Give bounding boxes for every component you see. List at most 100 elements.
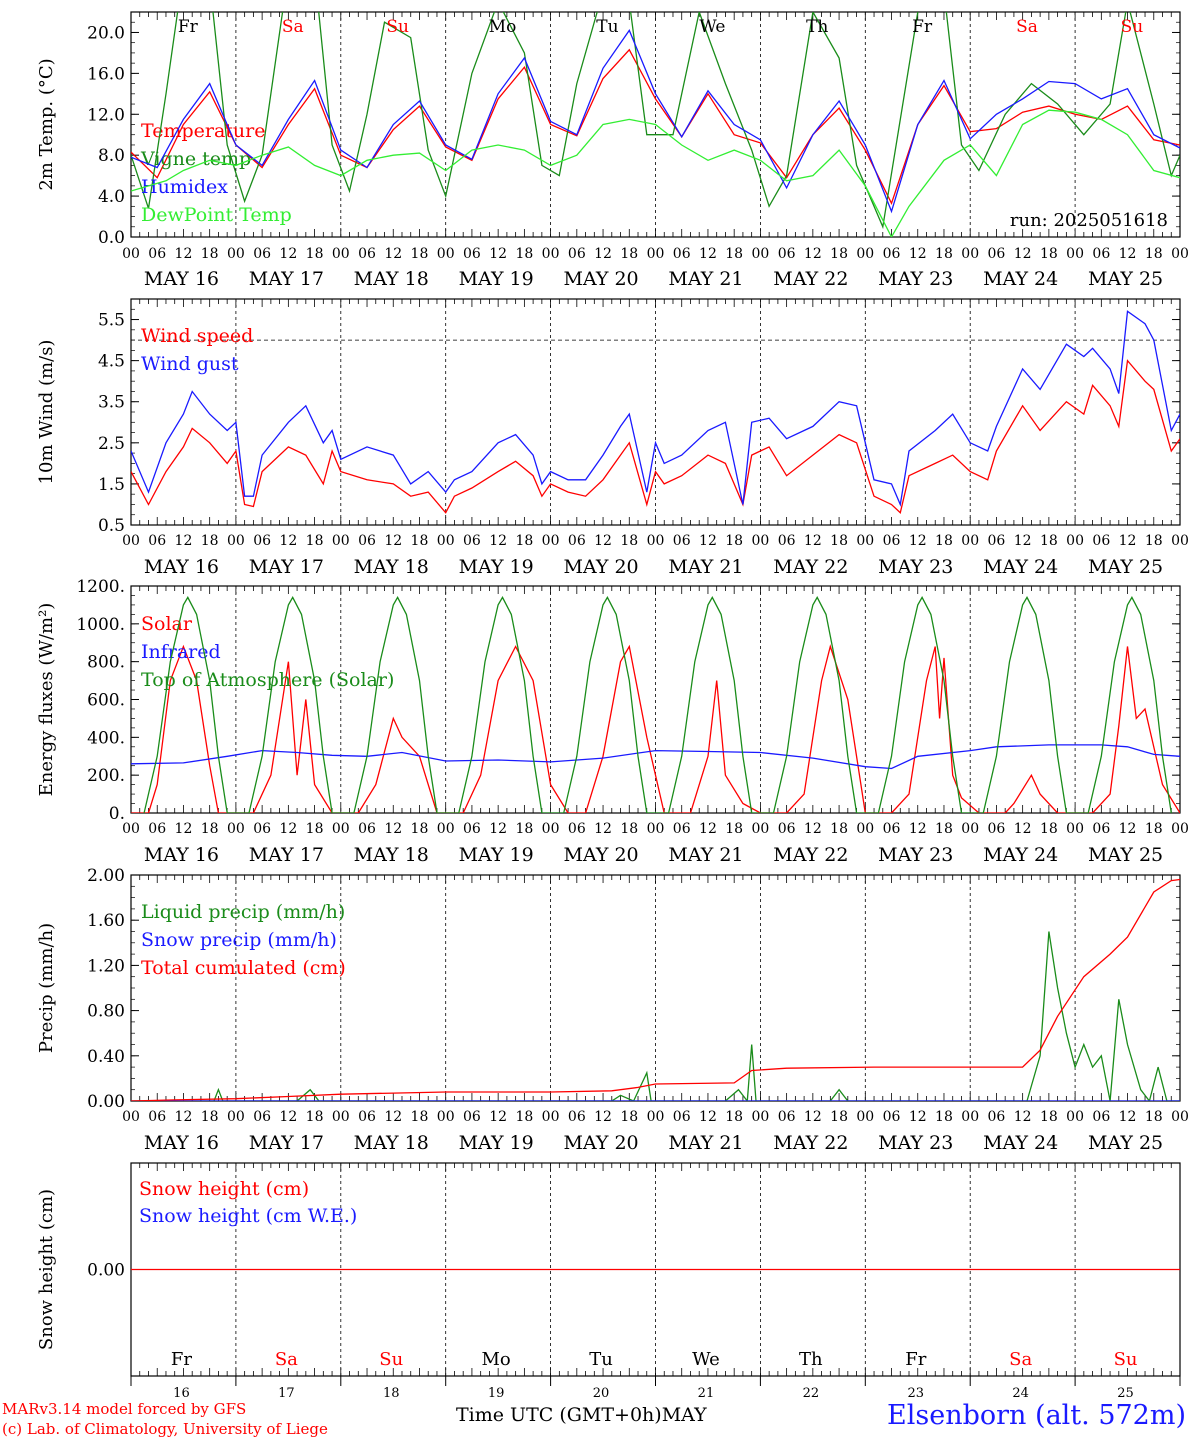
hour-tick-label: 06: [463, 821, 481, 837]
hour-tick-label: 00: [227, 246, 245, 262]
hour-tick-label: 06: [253, 1109, 271, 1125]
day-number-label: 23: [907, 1386, 924, 1401]
hour-tick-label: 00: [1066, 246, 1084, 262]
date-label: MAY 17: [249, 556, 324, 578]
hour-tick-label: 00: [332, 246, 350, 262]
hour-tick-label: 12: [699, 821, 717, 837]
y-tick-label: 16.0: [87, 64, 125, 84]
hour-tick-label: 00: [1171, 821, 1189, 837]
hour-tick-label: 06: [358, 821, 376, 837]
hour-tick-label: 00: [751, 1109, 769, 1125]
hour-tick-label: 18: [1040, 533, 1058, 549]
hour-tick-label: 00: [542, 533, 560, 549]
y-tick-label: 0.: [109, 804, 125, 824]
series-line-solar: [131, 644, 1180, 813]
hour-tick-label: 12: [489, 246, 507, 262]
weekday-label: Th: [806, 17, 828, 37]
hour-tick-label: 18: [306, 1109, 324, 1125]
legend-entry: Temperature: [141, 120, 265, 142]
hour-tick-label: 00: [332, 533, 350, 549]
hour-tick-label: 12: [1014, 246, 1032, 262]
y-axis-label: 2m Temp. (°C): [36, 58, 57, 190]
hour-tick-label: 06: [778, 1109, 796, 1125]
hour-tick-label: 18: [620, 1109, 638, 1125]
weekday-label: Su: [379, 1349, 403, 1370]
legend-entry: Total cumulated (cm): [141, 957, 346, 979]
hour-tick-label: 18: [620, 821, 638, 837]
weekday-label: Sa: [1009, 1349, 1032, 1370]
date-label: MAY 19: [459, 844, 534, 866]
y-tick-label: 2.00: [87, 866, 125, 886]
hour-tick-label: 00: [227, 1109, 245, 1125]
date-label: MAY 25: [1088, 556, 1163, 578]
hour-tick-label: 12: [489, 533, 507, 549]
date-label: MAY 16: [144, 1132, 219, 1154]
legend-entry: Snow precip (mm/h): [141, 929, 337, 951]
panel-4: 0.00 0.40 0.80 1.20 1.60 2.00 Precip (mm/h) Liq…: [36, 866, 1189, 1154]
hour-tick-label: 06: [358, 533, 376, 549]
hour-tick-label: 18: [935, 533, 953, 549]
date-label: MAY 25: [1088, 268, 1163, 290]
hour-tick-label: 12: [384, 821, 402, 837]
date-label: MAY 16: [144, 268, 219, 290]
hour-tick-label: 00: [437, 1109, 455, 1125]
hour-tick-label: 06: [778, 533, 796, 549]
y-tick-label: 0.5: [98, 516, 125, 536]
hour-tick-label: 06: [568, 246, 586, 262]
hour-tick-label: 00: [542, 821, 560, 837]
hour-tick-label: 18: [935, 1109, 953, 1125]
day-number-label: 17: [278, 1386, 295, 1401]
hour-tick-label: 00: [856, 246, 874, 262]
date-label: MAY 18: [354, 1132, 429, 1154]
hour-tick-label: 12: [279, 246, 297, 262]
hour-tick-label: 06: [1092, 246, 1110, 262]
hour-tick-label: 12: [1119, 533, 1137, 549]
hour-tick-label: 06: [463, 246, 481, 262]
day-number-label: 19: [488, 1386, 505, 1401]
hour-tick-label: 12: [1119, 1109, 1137, 1125]
hour-tick-label: 12: [175, 533, 193, 549]
date-label: MAY 17: [249, 268, 324, 290]
hour-tick-label: 00: [332, 821, 350, 837]
hour-tick-label: 06: [253, 246, 271, 262]
hour-tick-label: 12: [699, 246, 717, 262]
hour-tick-label: 00: [332, 1109, 350, 1125]
hour-tick-label: 00: [647, 246, 665, 262]
credit-line-lab: (c) Lab. of Climatology, University of L…: [2, 1420, 328, 1438]
y-tick-label: 1000.: [76, 615, 125, 635]
hour-tick-label: 18: [725, 246, 743, 262]
x-axis-title: Time UTC (GMT+0h)MAY: [456, 1404, 707, 1426]
hour-tick-label: 12: [1119, 246, 1137, 262]
hour-tick-label: 12: [594, 1109, 612, 1125]
hour-tick-label: 18: [725, 1109, 743, 1125]
date-label: MAY 21: [668, 268, 743, 290]
hour-tick-label: 18: [411, 821, 429, 837]
hour-tick-label: 12: [594, 246, 612, 262]
hour-tick-label: 06: [568, 821, 586, 837]
weekday-label: Th: [799, 1349, 823, 1370]
legend-entry: Humidex: [141, 176, 228, 198]
series-line-temperature: [131, 48, 1180, 206]
hour-tick-label: 06: [883, 246, 901, 262]
hour-tick-label: 00: [647, 1109, 665, 1125]
hour-tick-label: 12: [1014, 821, 1032, 837]
hour-tick-label: 18: [515, 533, 533, 549]
hour-tick-label: 18: [1040, 1109, 1058, 1125]
run-annotation: run: 2025051618: [1010, 210, 1168, 231]
legend-entry: Snow height (cm): [139, 1178, 309, 1200]
y-tick-label: 4.5: [98, 352, 125, 372]
series-line-wind-speed: [131, 359, 1180, 514]
hour-tick-label: 00: [122, 821, 140, 837]
date-label: MAY 22: [773, 1132, 848, 1154]
hour-tick-label: 12: [909, 821, 927, 837]
y-tick-label: 5.5: [98, 311, 125, 331]
hour-tick-label: 06: [883, 1109, 901, 1125]
panel-3: 0. 200. 400. 600. 800. 1000. 1200. Energy fluxe…: [36, 577, 1189, 866]
legend-entry: Liquid precip (mm/h): [141, 901, 345, 923]
date-label: MAY 25: [1088, 844, 1163, 866]
day-number-label: 22: [803, 1386, 820, 1401]
hour-tick-label: 18: [201, 533, 219, 549]
date-label: MAY 16: [144, 844, 219, 866]
y-tick-label: 1.5: [98, 475, 125, 495]
y-axis-label: Energy fluxes (W/m²): [36, 603, 57, 797]
